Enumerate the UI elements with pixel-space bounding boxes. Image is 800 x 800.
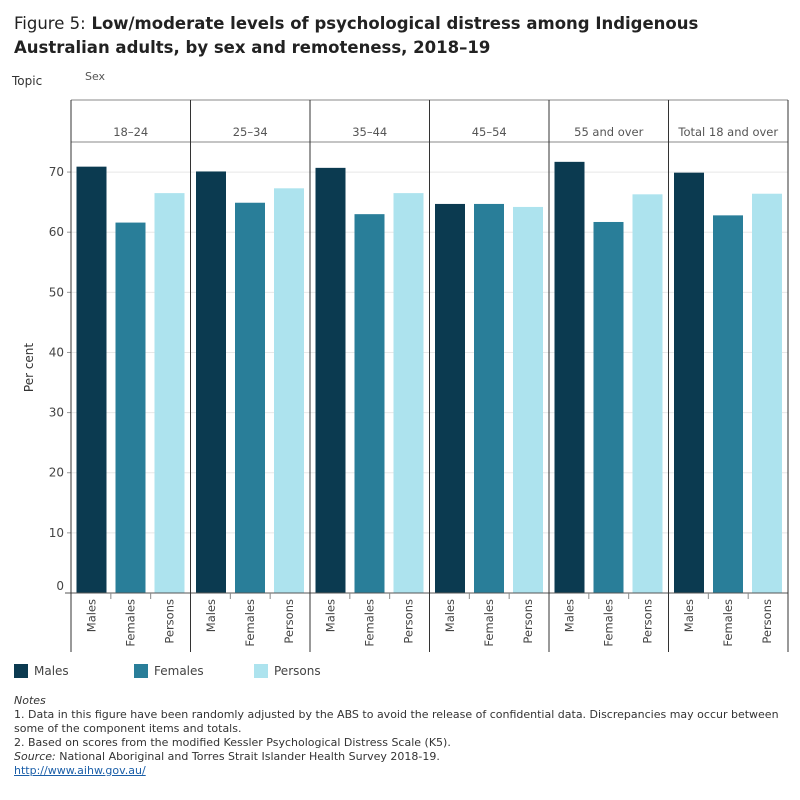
y-tick-label-70: 70 (49, 165, 64, 179)
legend-label-persons: Persons (274, 664, 321, 678)
category-label-persons-0: Persons (163, 599, 177, 644)
y-axis-label: Per cent (22, 343, 36, 393)
bar-males-2 (315, 167, 346, 593)
bar-females-4 (593, 221, 624, 593)
bar-persons-2 (393, 193, 424, 593)
bar-males-1 (196, 171, 226, 593)
category-label-males-4: Males (563, 599, 577, 632)
aihw-link[interactable]: http://www.aihw.gov.au/ (14, 764, 146, 777)
y-tick-label-0: 0 (56, 579, 64, 593)
bar-persons-3 (513, 206, 543, 593)
category-label-persons-3: Persons (521, 599, 535, 644)
legend-item-females[interactable]: Females (134, 664, 204, 678)
group-header-3: 45–54 (472, 125, 507, 139)
bar-females-3 (474, 203, 504, 594)
sex-label: Sex (85, 70, 106, 83)
source-label: Source: (14, 750, 56, 763)
bar-females-5 (713, 215, 743, 593)
category-label-females-0: Females (124, 599, 138, 647)
note-1: 1. Data in this figure have been randoml… (14, 708, 779, 735)
bar-persons-5 (752, 193, 782, 593)
bar-males-3 (435, 203, 465, 594)
notes-heading: Notes (14, 694, 46, 707)
category-label-persons-2: Persons (402, 599, 416, 644)
group-header-4: 55 and over (574, 125, 643, 139)
category-label-persons-4: Persons (641, 599, 655, 644)
source-line: Source: National Aboriginal and Torres S… (14, 750, 792, 764)
bar-males-4 (554, 161, 585, 593)
bar-males-5 (674, 172, 704, 593)
legend-label-females: Females (154, 664, 204, 678)
notes-section: Notes 1. Data in this figure have been r… (14, 694, 792, 778)
source-text: National Aboriginal and Torres Strait Is… (55, 750, 440, 763)
group-header-5: Total 18 and over (677, 125, 778, 139)
category-label-females-4: Females (602, 599, 616, 647)
category-label-persons-1: Persons (282, 599, 296, 644)
group-header-0: 18–24 (113, 125, 148, 139)
category-label-persons-5: Persons (760, 599, 774, 644)
category-label-females-5: Females (721, 599, 735, 647)
bar-males-0 (76, 166, 107, 593)
group-header-2: 35–44 (352, 125, 387, 139)
bar-persons-1 (274, 188, 304, 593)
legend-item-persons[interactable]: Persons (254, 664, 321, 678)
figure-number: Figure 5: (14, 14, 86, 33)
category-label-females-3: Females (482, 599, 496, 647)
category-label-females-1: Females (243, 599, 257, 647)
category-label-males-3: Males (443, 599, 457, 632)
legend-swatch-persons (254, 664, 268, 678)
legend-item-males[interactable]: Males (14, 664, 69, 678)
y-tick-label-20: 20 (49, 466, 64, 480)
legend-swatch-females (134, 664, 148, 678)
figure-title-text: Low/moderate levels of psychological dis… (14, 14, 699, 57)
chart-title: Figure 5: Low/moderate levels of psychol… (14, 12, 784, 60)
y-tick-label-30: 30 (49, 406, 64, 420)
category-label-males-5: Males (682, 599, 696, 632)
y-tick-label-40: 40 (49, 345, 64, 359)
legend-label-males: Males (34, 664, 69, 678)
bar-persons-4 (632, 194, 663, 594)
note-2: 2. Based on scores from the modified Kes… (14, 736, 451, 749)
bar-females-0 (115, 222, 146, 593)
group-header-1: 25–34 (233, 125, 268, 139)
y-tick-label-50: 50 (49, 285, 64, 299)
y-tick-label-60: 60 (49, 225, 64, 239)
category-label-males-0: Males (85, 599, 99, 632)
bar-persons-0 (154, 193, 185, 593)
bar-females-1 (235, 202, 265, 593)
topic-label: Topic (12, 74, 43, 88)
category-label-females-2: Females (363, 599, 377, 647)
legend-swatch-males (14, 664, 28, 678)
category-label-males-2: Males (324, 599, 338, 632)
category-label-males-1: Males (204, 599, 218, 632)
bar-chart: 0 10 20 30 40 50 60 70 Per cent 18–24 Males Females… (22, 99, 789, 652)
bar-females-2 (354, 214, 385, 593)
y-tick-label-10: 10 (49, 526, 64, 540)
